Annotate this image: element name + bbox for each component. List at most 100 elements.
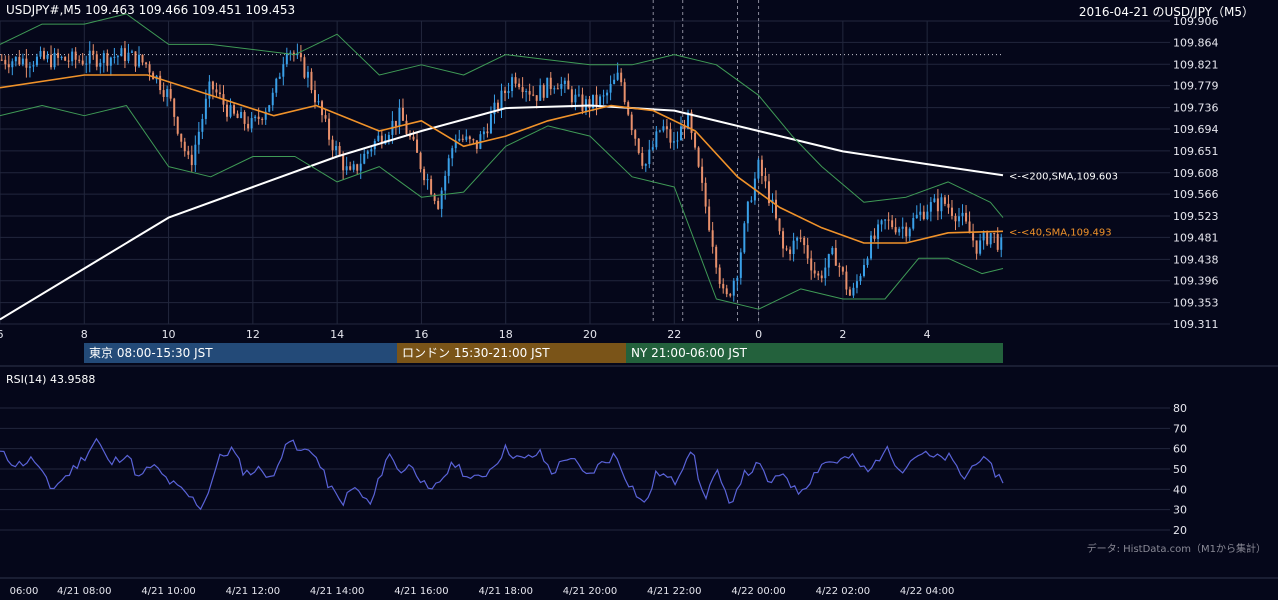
candle-body: [204, 98, 207, 119]
candle-body: [292, 52, 295, 56]
candle-body: [271, 92, 274, 106]
rsi-line: [0, 437, 1004, 511]
candle-body: [662, 126, 665, 131]
candle-body: [299, 53, 302, 58]
candle-body: [289, 52, 292, 54]
price-tick-label: 109.779: [1173, 80, 1219, 93]
candle-body: [313, 90, 316, 103]
chart-date-title: 2016-04-21 のUSD/JPY（M5）: [1078, 5, 1254, 19]
hour-tick-label: 6: [0, 328, 4, 341]
candle-body: [803, 237, 806, 246]
candle-body: [109, 57, 112, 66]
candle-body: [475, 140, 478, 149]
candle-body: [679, 126, 682, 141]
candle-body: [106, 53, 109, 66]
candle-body: [729, 294, 732, 296]
candle-body: [623, 82, 626, 103]
price-tick-label: 109.608: [1173, 167, 1219, 180]
candle-body: [979, 240, 982, 254]
candle-body: [447, 158, 450, 176]
candle-body: [356, 164, 359, 171]
candle-body: [359, 163, 362, 171]
candle-body: [599, 96, 602, 106]
candle-body: [968, 221, 971, 234]
candle-body: [437, 200, 440, 209]
candle-body: [250, 118, 253, 129]
candle-body: [810, 258, 813, 271]
candle-body: [708, 206, 711, 231]
candle-body: [32, 65, 35, 67]
candle-body: [567, 80, 570, 90]
candle-body: [18, 56, 21, 65]
candle-body: [50, 54, 53, 68]
candle-body: [760, 159, 763, 176]
price-tick-label: 109.311: [1173, 318, 1219, 331]
candle-body: [236, 113, 239, 119]
time-tick-label: 4/21 20:00: [563, 586, 617, 597]
candle-body: [398, 107, 401, 127]
candle-body: [145, 62, 148, 65]
candle-body: [324, 115, 327, 119]
candle-body: [873, 235, 876, 239]
candle-body: [211, 81, 214, 90]
candle-body: [183, 141, 186, 152]
candle-body: [4, 59, 7, 65]
candle-body: [827, 254, 830, 268]
candle-body: [377, 135, 380, 141]
candle-body: [560, 84, 563, 89]
candle-body: [190, 154, 193, 166]
candle-body: [940, 197, 943, 212]
rsi-tick-label: 50: [1173, 463, 1187, 476]
candle-body: [486, 131, 489, 134]
candle-body: [841, 267, 844, 272]
candle-body: [701, 166, 704, 183]
bollinger-band-line: [0, 13, 1004, 218]
candle-body: [254, 116, 257, 119]
candle-body: [71, 51, 74, 62]
candle-body: [915, 214, 918, 219]
candle-body: [53, 52, 56, 68]
candle-body: [99, 62, 102, 67]
hour-tick-label: 4: [924, 328, 931, 341]
candle-body: [961, 212, 964, 217]
candle-body: [683, 126, 686, 129]
price-axis: 109.906 109.864 109.821 109.779 109.736 109.6…: [0, 15, 1219, 341]
candle-body: [173, 98, 176, 117]
candle-body: [563, 80, 566, 85]
candle-body: [732, 280, 735, 296]
candle-body: [936, 198, 939, 212]
candle-body: [21, 58, 24, 65]
candle-body: [352, 164, 355, 170]
candle-body: [225, 104, 228, 117]
candle-body: [739, 252, 742, 278]
candle-body: [848, 289, 851, 296]
rsi-tick-label: 30: [1173, 504, 1187, 517]
time-tick-label: 06:00: [10, 586, 39, 597]
sma-annotation: <-<200,SMA,109.603: [1009, 171, 1118, 182]
candle-body: [74, 51, 77, 60]
candle-body: [824, 267, 827, 279]
candle-body: [60, 56, 63, 58]
data-credit: データ: HistData.com（M1から集計）: [1086, 544, 1266, 555]
candle-body: [120, 48, 123, 57]
hour-tick-label: 14: [330, 328, 344, 341]
candle-body: [743, 223, 746, 253]
candle-body: [67, 60, 70, 62]
candle-body: [338, 146, 341, 156]
candle-body: [880, 220, 883, 225]
candle-body: [489, 114, 492, 134]
candle-body: [922, 211, 925, 220]
time-tick-label: 4/21 12:00: [226, 586, 280, 597]
candle-body: [665, 126, 668, 130]
time-tick-label: 4/21 18:00: [478, 586, 532, 597]
candle-body: [444, 175, 447, 191]
candle-body: [648, 149, 651, 165]
candle-body: [247, 123, 250, 129]
candle-body: [194, 144, 197, 166]
candle-body: [901, 226, 904, 229]
candle-body: [201, 118, 204, 132]
time-tick-label: 4/21 14:00: [310, 586, 364, 597]
candle-body: [581, 94, 584, 112]
hour-tick-label: 22: [667, 328, 681, 341]
